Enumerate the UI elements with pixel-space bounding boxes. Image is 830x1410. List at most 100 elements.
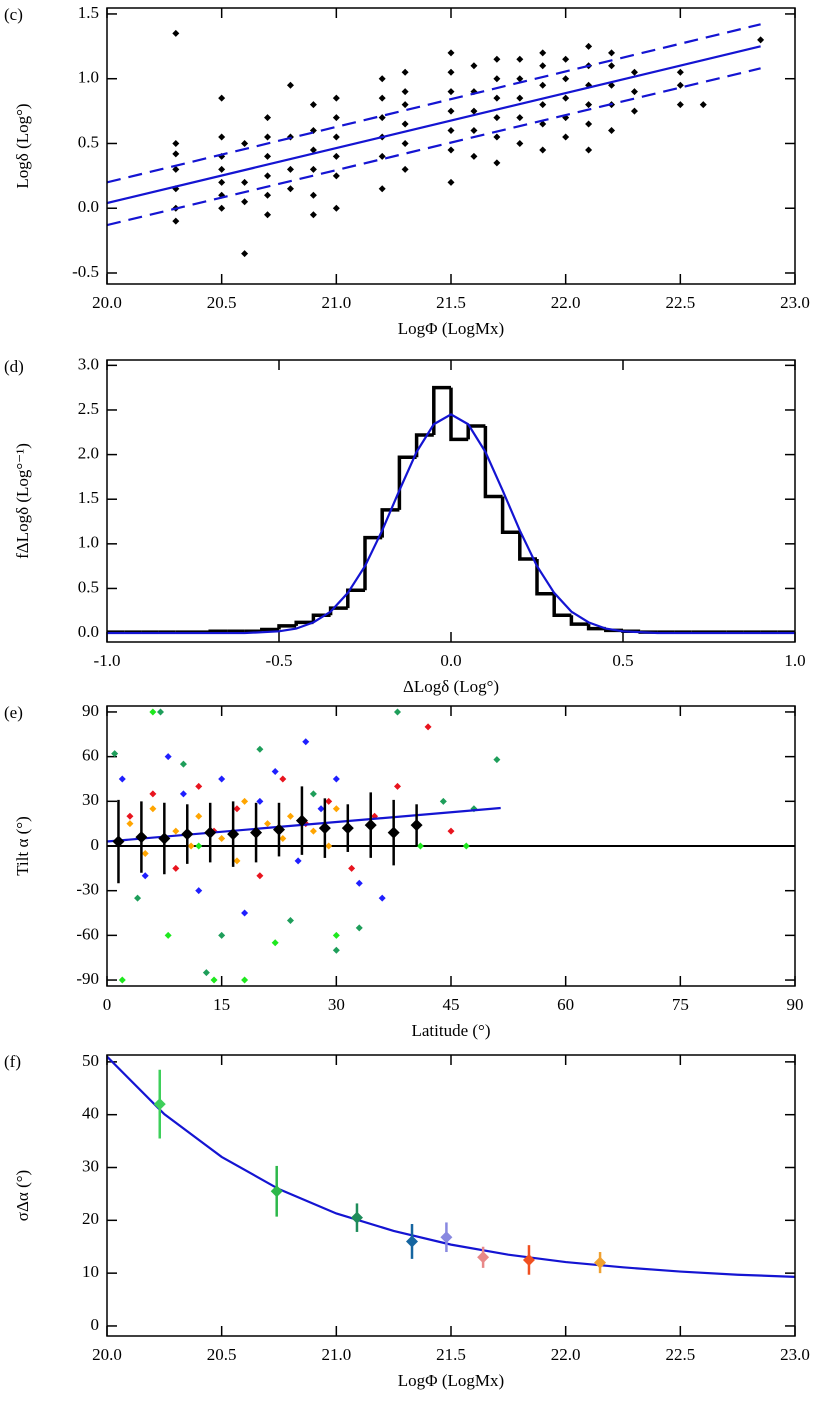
y-tick-label: 0.0 xyxy=(78,622,99,641)
point xyxy=(172,139,180,147)
point xyxy=(516,55,524,63)
point xyxy=(164,931,172,939)
point xyxy=(264,211,272,219)
mean-point xyxy=(364,819,377,832)
point xyxy=(118,976,126,984)
point xyxy=(218,165,226,173)
point xyxy=(539,120,547,128)
histogram-bin xyxy=(260,627,279,632)
histogram-bin xyxy=(586,624,606,631)
histogram-bin xyxy=(552,593,572,617)
point xyxy=(218,133,226,141)
point xyxy=(378,185,386,193)
point xyxy=(332,204,340,212)
point xyxy=(493,55,501,63)
x-tick-label: 1.0 xyxy=(784,651,805,670)
point xyxy=(676,101,684,109)
histogram-bin xyxy=(277,624,297,630)
point xyxy=(562,75,570,83)
point xyxy=(286,81,294,89)
point xyxy=(111,750,119,758)
mean-point xyxy=(318,822,331,835)
point xyxy=(195,812,203,820)
mean-point xyxy=(273,823,285,836)
point xyxy=(608,49,616,57)
histogram-bin xyxy=(518,532,537,561)
point xyxy=(393,782,401,790)
point xyxy=(393,708,401,716)
y-tick-label: 90 xyxy=(82,701,99,720)
point xyxy=(264,114,272,122)
x-tick-label: 23.0 xyxy=(780,293,810,312)
point xyxy=(264,820,272,828)
histogram-bin xyxy=(500,496,520,534)
point xyxy=(332,775,340,783)
point xyxy=(424,723,432,731)
mean-point xyxy=(181,828,194,841)
y-tick-label: 30 xyxy=(82,790,99,809)
point xyxy=(355,879,363,887)
x-tick-label: 20.5 xyxy=(207,293,237,312)
point xyxy=(172,150,180,158)
x-tick-label: -1.0 xyxy=(94,651,121,670)
point xyxy=(378,94,386,102)
point xyxy=(309,211,317,219)
histogram-bin xyxy=(294,620,314,626)
point xyxy=(585,146,593,154)
point xyxy=(439,797,447,805)
y-tick-label: 0.5 xyxy=(78,577,99,596)
point xyxy=(325,842,333,850)
fit-line xyxy=(107,806,501,843)
point xyxy=(416,842,424,850)
point xyxy=(309,191,317,199)
y-tick-label: 1.0 xyxy=(78,533,99,552)
point xyxy=(172,217,180,225)
panel-label: (f) xyxy=(4,1052,21,1071)
point xyxy=(271,939,279,947)
y-tick-label: 60 xyxy=(82,746,99,765)
point xyxy=(676,81,684,89)
point xyxy=(516,75,524,83)
point xyxy=(286,812,294,820)
y-tick-label: -60 xyxy=(76,924,99,943)
point xyxy=(286,165,294,173)
point xyxy=(447,107,455,115)
point xyxy=(141,849,149,857)
point xyxy=(447,178,455,186)
point xyxy=(447,49,455,57)
point xyxy=(172,165,180,173)
point xyxy=(447,68,455,76)
point xyxy=(126,812,134,820)
point xyxy=(264,152,272,160)
point xyxy=(187,842,195,850)
point xyxy=(302,738,310,746)
fit-curve xyxy=(107,413,795,635)
point xyxy=(562,94,570,102)
point xyxy=(757,36,765,44)
x-tick-label: 22.5 xyxy=(665,1345,695,1364)
point xyxy=(332,94,340,102)
x-tick-label: 90 xyxy=(787,995,804,1014)
plot-frame xyxy=(106,1054,796,1337)
point xyxy=(348,864,356,872)
point xyxy=(401,68,409,76)
point xyxy=(271,768,279,776)
point xyxy=(218,178,226,186)
y-tick-label: 40 xyxy=(82,1104,99,1123)
mean-point xyxy=(227,828,240,841)
point xyxy=(309,827,317,835)
point xyxy=(401,120,409,128)
point xyxy=(608,127,616,135)
x-tick-label: 21.5 xyxy=(436,293,466,312)
point xyxy=(241,976,249,984)
y-axis-label: σΔα (°) xyxy=(13,1170,32,1221)
mean-point xyxy=(204,826,217,839)
y-tick-label: -30 xyxy=(76,880,99,899)
point xyxy=(164,753,172,761)
mean-point xyxy=(295,814,308,827)
y-tick-label: 2.0 xyxy=(78,444,99,463)
point xyxy=(447,88,455,96)
mean-point xyxy=(112,835,125,848)
x-tick-label: -0.5 xyxy=(266,651,293,670)
